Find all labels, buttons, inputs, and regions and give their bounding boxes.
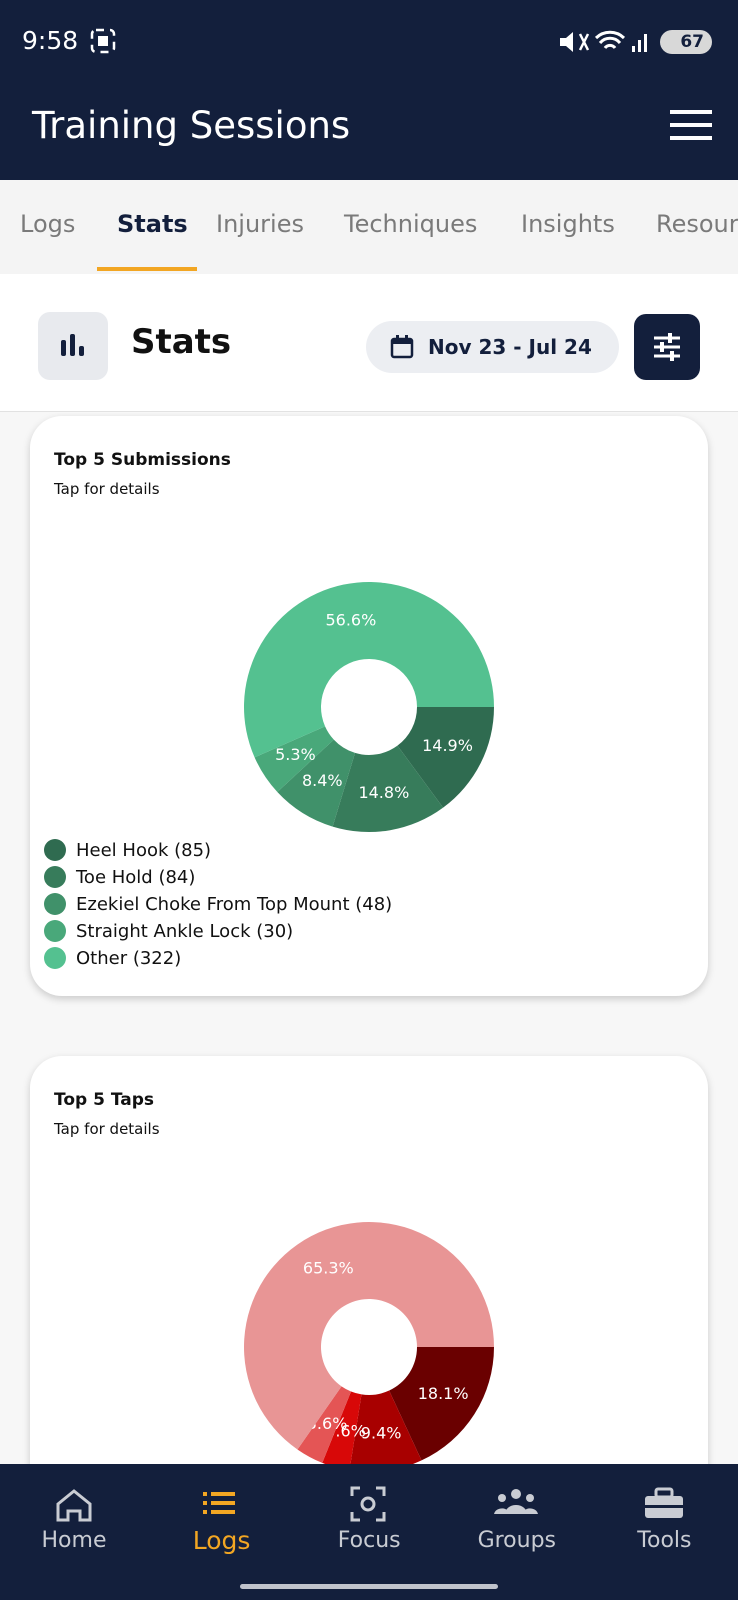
donut-chart: 14.9% 14.8% 8.4% 5.3% 56.6% — [244, 582, 494, 832]
slice-label: 14.9% — [422, 736, 473, 755]
pie-slice — [350, 1390, 422, 1464]
nav-item[interactable]: Tools — [637, 1528, 692, 1553]
screenshot-icon — [90, 28, 116, 54]
tab-bar: Logs Stats Injuries Techniques Insights Resou… — [0, 180, 738, 274]
legend-item: Heel Hook (85) — [44, 839, 211, 861]
legend-swatch — [44, 920, 66, 942]
pie-slice — [244, 582, 494, 758]
status-time: 9:58 — [22, 26, 79, 55]
nav-item[interactable]: Home — [41, 1528, 107, 1553]
chart-title: Top 5 Submissions — [54, 450, 231, 470]
legend-item: Other (322) — [44, 947, 181, 969]
legend-swatch — [44, 839, 66, 861]
tab[interactable]: Logs — [20, 210, 76, 238]
date-range: Nov 23 - Jul 24 — [428, 335, 592, 359]
slice-label: 5.3% — [275, 745, 316, 764]
slice-label: 14.8% — [358, 783, 409, 802]
legend-label: Ezekiel Choke From Top Mount (48) — [76, 893, 393, 915]
bottom-nav: Home Logs Focus Groups Tools — [0, 1464, 738, 1600]
pie-slice — [389, 1347, 494, 1461]
pie-slice — [297, 1386, 352, 1463]
legend-swatch — [44, 866, 66, 888]
slice-label: 56.6% — [325, 610, 376, 629]
chart-card[interactable]: Top 5 Submissions Tap for details 14.9% 14.… — [30, 416, 708, 996]
legend-label: Heel Hook (85) — [76, 839, 212, 861]
status-icons — [560, 30, 647, 52]
menu-button[interactable] — [670, 110, 712, 142]
legend-item: Toe Hold (84) — [44, 866, 195, 888]
legend-item: Ezekiel Choke From Top Mount (48) — [44, 893, 392, 915]
filter-button[interactable] — [634, 314, 700, 380]
pie-slice — [322, 1391, 362, 1464]
date-range-button[interactable]: Nov 23 - Jul 24 — [366, 321, 619, 373]
nav-icons — [56, 1486, 683, 1522]
nav-item[interactable]: Groups — [477, 1528, 557, 1553]
pie-slice — [254, 726, 334, 792]
tab[interactable]: Insights — [521, 210, 615, 238]
slice-label: 65.3% — [303, 1258, 354, 1277]
chart-title: Top 5 Taps — [54, 1090, 155, 1110]
stats-title: Stats — [131, 322, 232, 362]
donut-chart: 18.1%9.4%3.6%3.6%65.3% — [244, 1222, 494, 1464]
legend-label: Toe Hold (84) — [76, 866, 196, 888]
stats-content: Top 5 Submissions Tap for details 14.9% 14.… — [0, 413, 738, 1464]
tab[interactable]: Techniques — [344, 210, 478, 238]
nav-item[interactable]: Logs — [192, 1526, 251, 1555]
tab[interactable]: Resources — [656, 210, 738, 238]
tab[interactable]: Injuries — [216, 210, 304, 238]
pie-slice — [277, 739, 356, 827]
chart-subtitle: Tap for details — [54, 1120, 160, 1138]
chart-card[interactable]: Top 5 Taps Tap for details 18.1% 9.4% 3.6% 3.… — [30, 1056, 708, 1464]
pie-slice — [332, 745, 444, 832]
tab-indicator — [97, 267, 197, 271]
tab[interactable]: Stats — [117, 210, 188, 238]
pie-slice — [244, 1222, 494, 1450]
slice-label: 8.4% — [302, 771, 343, 790]
battery: 67 — [660, 30, 712, 54]
home-indicator — [240, 1584, 498, 1589]
legend-swatch — [44, 893, 66, 915]
page-title: Training Sessions — [32, 104, 351, 147]
pie-slice — [397, 707, 494, 808]
chart-subtitle: Tap for details — [54, 480, 160, 498]
stats-icon — [38, 312, 108, 380]
legend-item: Straight Ankle Lock (30) — [44, 920, 293, 942]
nav-item[interactable]: Focus — [337, 1528, 401, 1553]
slice-label: 9.4% — [361, 1424, 402, 1443]
stats-header: Stats Nov 23 - Jul 24 — [0, 274, 738, 412]
legend-label: Other (322) — [76, 947, 182, 969]
legend-label: Straight Ankle Lock (30) — [76, 920, 294, 942]
app-header: 9:58 67 Training Sessions — [0, 0, 738, 180]
legend-swatch — [44, 947, 66, 969]
slice-label: 18.1% — [418, 1384, 469, 1403]
